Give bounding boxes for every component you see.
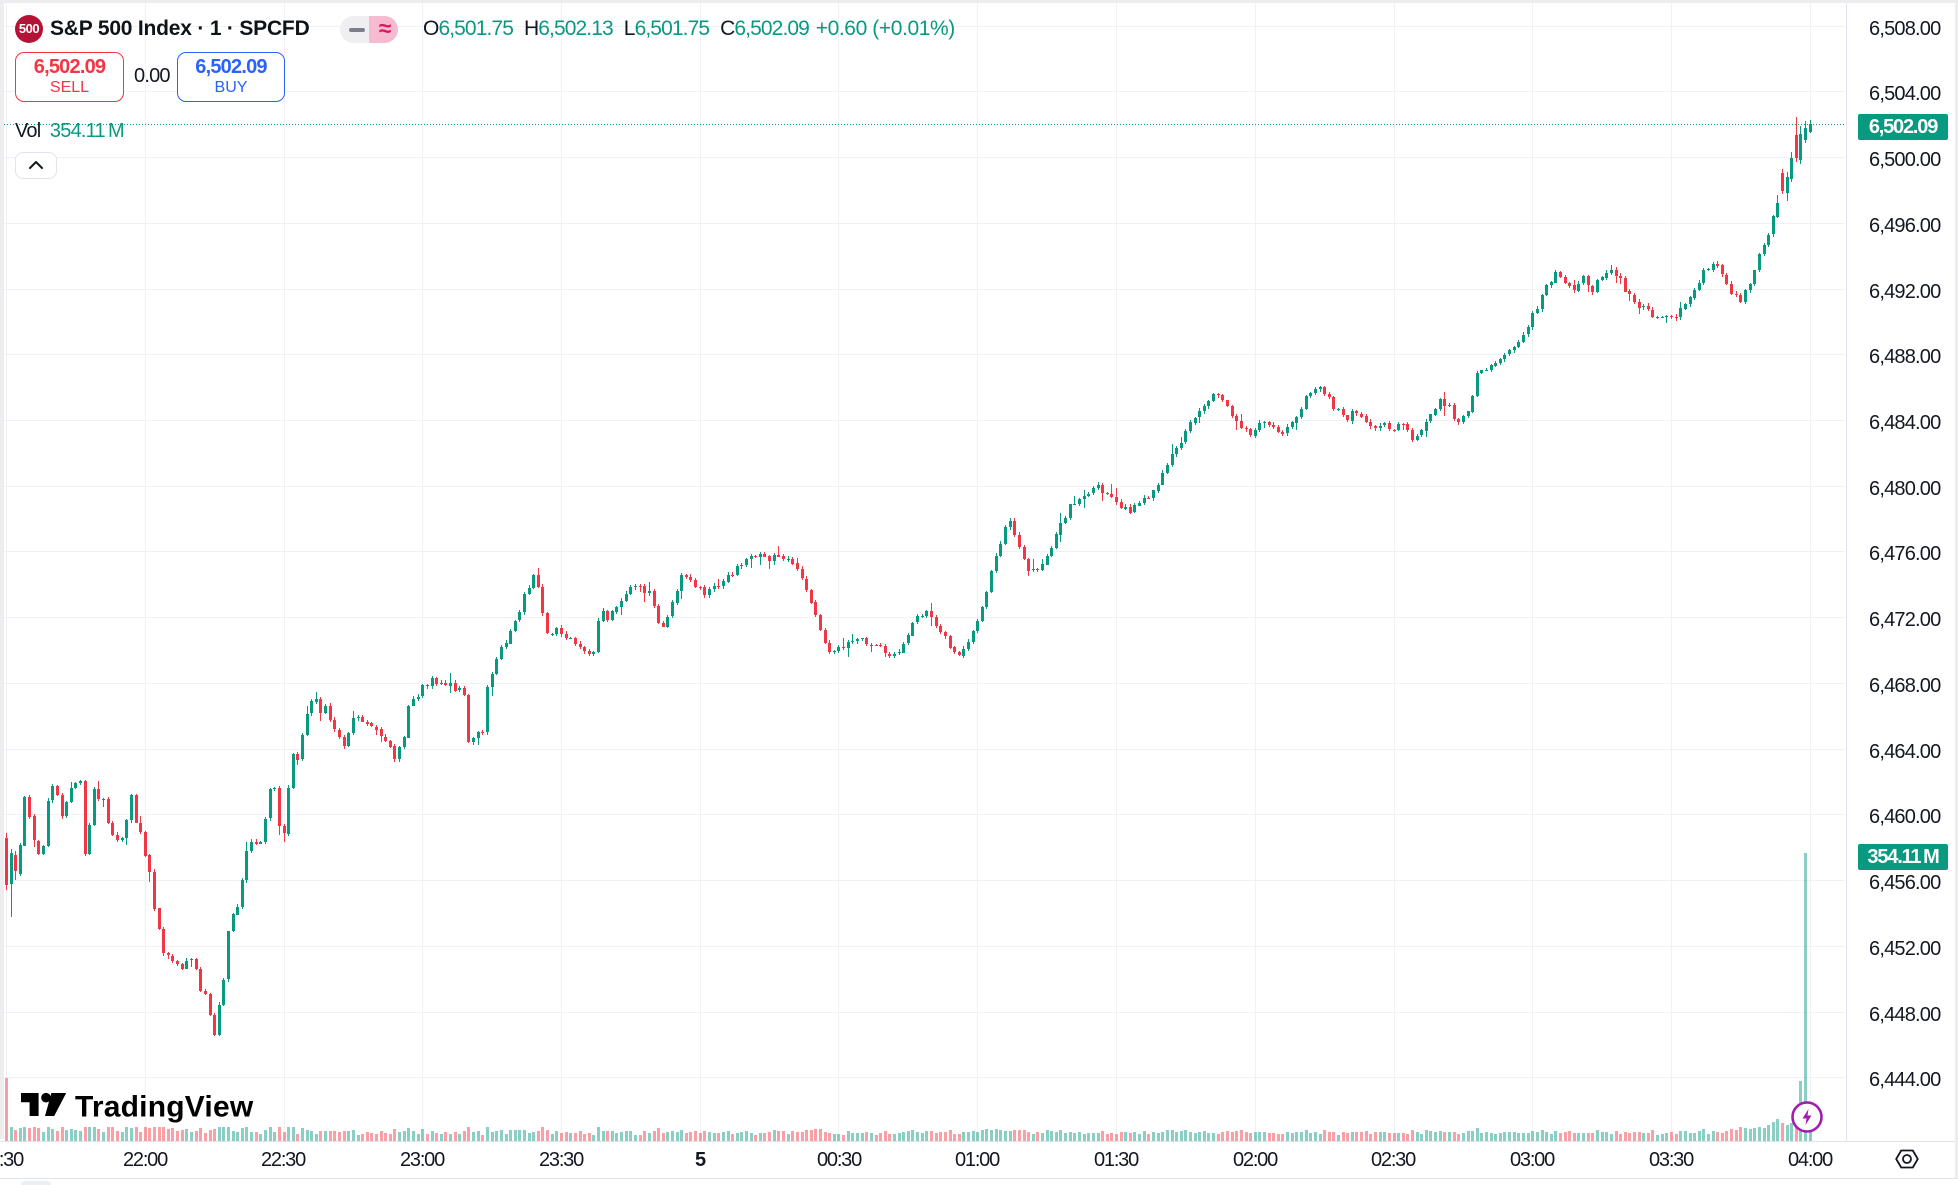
- svg-text:TradingView: TradingView: [75, 1091, 254, 1124]
